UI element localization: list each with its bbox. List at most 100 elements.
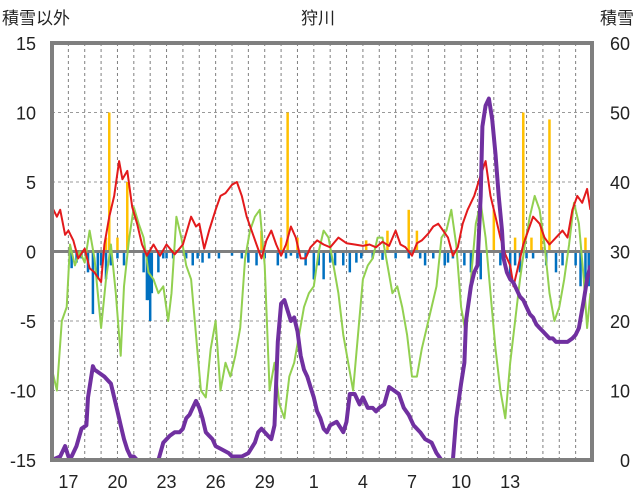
orange-bars-bar <box>540 223 543 252</box>
blue-bars-bar <box>348 251 352 273</box>
blue-bars-bar <box>463 251 466 266</box>
orange-bars-bar <box>584 237 587 252</box>
blue-bars-bar <box>196 251 199 259</box>
blue-bars-bar <box>342 251 345 266</box>
blue-bars-bar <box>554 251 558 273</box>
x-tick-label: 7 <box>407 472 417 492</box>
temperature-line <box>51 160 592 288</box>
line-series <box>51 96 593 462</box>
purple-series-line <box>51 96 593 462</box>
blue-bars-bar <box>355 251 358 263</box>
blue-bars-bar <box>418 251 422 259</box>
blue-bars-bar <box>322 251 325 280</box>
left-tick-label: -5 <box>20 312 36 332</box>
blue-bars-bar <box>296 251 299 259</box>
right-tick-label: 60 <box>610 34 630 54</box>
blue-bars-bar <box>479 251 482 280</box>
orange-bars-bar <box>116 237 119 252</box>
blue-bars-bar <box>513 251 517 266</box>
blue-bars-bar <box>162 251 165 259</box>
x-tick-label: 1 <box>309 472 319 492</box>
left-tick-label: -15 <box>10 451 36 471</box>
orange-bars-bar <box>260 230 263 252</box>
right-tick-label: 10 <box>610 382 630 402</box>
blue-bars-bar <box>531 251 535 259</box>
right-tick-label: 0 <box>620 451 630 471</box>
orange-bars-bar <box>126 182 129 252</box>
chart-title: 狩川 <box>301 9 335 29</box>
orange-bars-bar <box>104 237 108 252</box>
blue-bars-bar <box>70 251 73 269</box>
orange-bars-bar <box>522 112 525 252</box>
right-tick-label: 50 <box>610 104 630 124</box>
blue-bars-bar <box>255 251 258 266</box>
blue-bars-bar <box>333 251 337 266</box>
x-tick-label: 10 <box>451 472 471 492</box>
blue-bars-bar <box>423 251 427 266</box>
x-tick-label: 23 <box>157 472 177 492</box>
orange-bars-bar <box>492 209 496 252</box>
blue-bars-bar <box>312 251 316 280</box>
orange-bars-bar <box>513 237 517 252</box>
blue-bars-bar <box>407 251 410 259</box>
x-tick-label: 4 <box>358 472 368 492</box>
right-tick-label: 40 <box>610 173 630 193</box>
blue-bars-bar <box>394 251 397 259</box>
blue-bars-bar <box>75 251 78 263</box>
blue-bars-bar <box>109 251 113 266</box>
x-tick-label: 13 <box>500 472 520 492</box>
blue-bars-bar <box>499 251 502 266</box>
orange-bars-bar <box>386 230 389 252</box>
orange-bars-bar <box>530 237 533 252</box>
blue-bars-bar <box>446 251 450 263</box>
green-series-line <box>51 194 592 420</box>
left-tick-label: -10 <box>10 382 36 402</box>
left-tick-label: 0 <box>26 243 36 263</box>
blue-bars-bar <box>443 251 446 266</box>
plot-frame <box>50 41 594 462</box>
blue-bars-bar <box>579 251 582 287</box>
right-tick-label: 30 <box>610 243 630 263</box>
orange-bars-bar <box>286 112 289 252</box>
blue-bars-bar <box>116 251 119 259</box>
blue-bars-bar <box>574 251 577 266</box>
blue-bars-bar <box>432 251 435 259</box>
blue-bars-bar <box>276 251 280 266</box>
left-tick-label: 15 <box>16 34 36 54</box>
blue-bars-bar <box>584 251 587 287</box>
blue-bars-bar <box>381 251 384 260</box>
blue-bars-bar <box>207 251 211 259</box>
x-tick-label: 29 <box>255 472 275 492</box>
blue-bars-bar <box>284 251 288 259</box>
blue-bars-bar <box>469 251 473 273</box>
blue-bars-bar <box>247 251 250 263</box>
orange-bars-bar <box>407 209 410 252</box>
blue-bars-bar <box>142 251 145 273</box>
blue-bars-bar <box>96 251 100 280</box>
x-tick-label: 26 <box>206 472 226 492</box>
blue-bars-bar <box>147 251 150 301</box>
x-tick-label: 17 <box>58 472 78 492</box>
blue-bars-bar <box>184 251 188 259</box>
x-tick-label: 20 <box>107 472 127 492</box>
right-tick-label: 20 <box>610 312 630 332</box>
blue-bars-bar <box>99 251 103 266</box>
blue-bars-bar <box>561 251 564 266</box>
blue-bars-bar <box>145 251 149 301</box>
blue-bars-bar <box>201 251 204 263</box>
left-tick-label: 10 <box>16 104 36 124</box>
blue-bars-bar <box>328 251 332 263</box>
left-tick-label: 5 <box>26 173 36 193</box>
blue-bars-bar <box>360 251 363 259</box>
right-axis-label: 積雪 <box>600 9 634 29</box>
blue-bars-bar <box>148 251 152 321</box>
blue-bars-bar <box>217 251 221 259</box>
orange-bars-bar <box>108 112 111 252</box>
blue-bars-bar <box>230 251 234 256</box>
blue-bars-bar <box>104 251 108 280</box>
blue-bars-bar <box>157 251 160 273</box>
blue-bars-bar <box>289 251 293 256</box>
blue-bars-bar <box>150 251 154 294</box>
